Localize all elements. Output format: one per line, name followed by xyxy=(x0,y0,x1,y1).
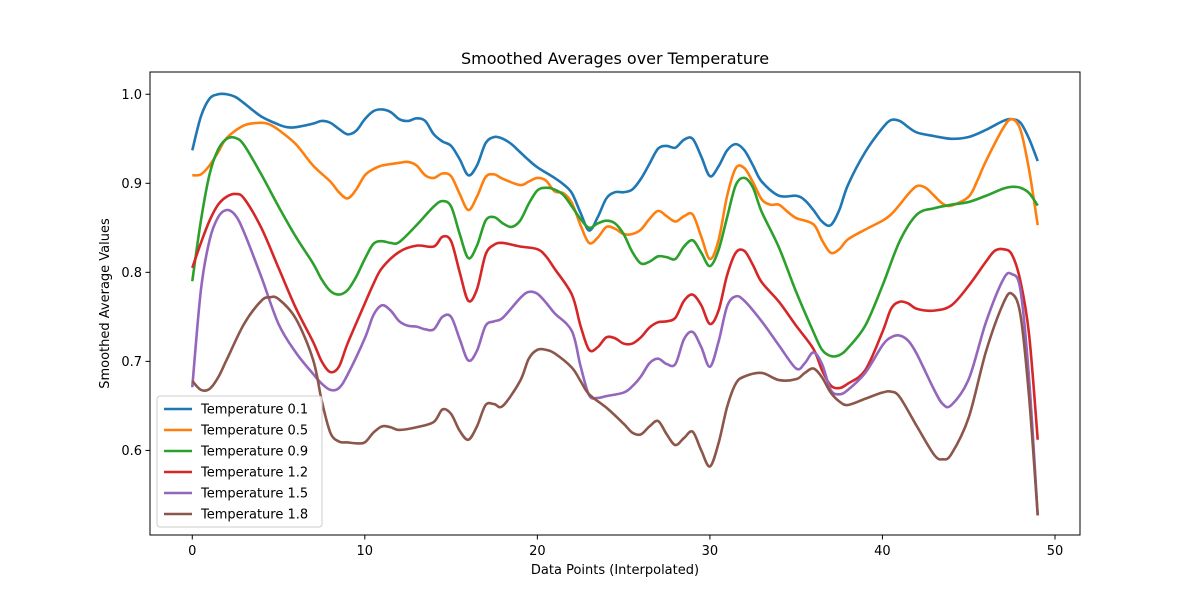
x-tick-label: 0 xyxy=(188,544,196,559)
y-tick-label: 0.7 xyxy=(121,355,142,370)
legend-label-5: Temperature 1.8 xyxy=(200,508,308,523)
y-axis-label: Smoothed Average Values xyxy=(98,218,113,389)
legend-label-0: Temperature 0.1 xyxy=(200,403,308,418)
series-line-4 xyxy=(190,208,1040,516)
x-tick-label: 40 xyxy=(874,544,891,559)
legend: Temperature 0.1 Temperature 0.5 Temperatur… xyxy=(156,395,323,528)
x-ticks: 0 10 20 30 40 50 xyxy=(188,535,1063,559)
x-axis-label: Data Points (Interpolated) xyxy=(531,563,699,578)
legend-label-2: Temperature 0.9 xyxy=(200,445,308,460)
y-ticks: 0.6 0.7 0.8 0.9 1.0 xyxy=(121,88,150,459)
series-line-2 xyxy=(190,135,1039,358)
y-tick-label: 0.9 xyxy=(121,177,142,192)
x-tick-label: 50 xyxy=(1047,544,1064,559)
legend-label-1: Temperature 0.5 xyxy=(200,424,308,439)
legend-label-4: Temperature 1.5 xyxy=(200,487,308,502)
lines-layer xyxy=(190,92,1040,516)
y-tick-label: 0.6 xyxy=(121,444,142,459)
x-tick-label: 10 xyxy=(357,544,374,559)
series-line-5 xyxy=(191,291,1040,516)
legend-box xyxy=(156,395,323,528)
y-tick-label: 1.0 xyxy=(121,88,142,103)
y-tick-label: 0.8 xyxy=(121,266,142,281)
axes-frame xyxy=(149,71,1081,536)
chart-title: Smoothed Averages over Temperature xyxy=(461,49,769,68)
x-tick-label: 30 xyxy=(702,544,719,559)
series-line-3 xyxy=(191,192,1040,440)
legend-label-3: Temperature 1.2 xyxy=(200,466,308,481)
x-tick-label: 20 xyxy=(529,544,546,559)
